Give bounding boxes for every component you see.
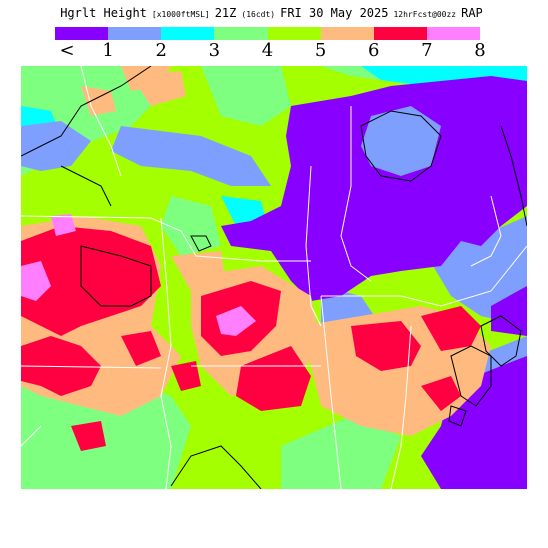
color-legend-bar <box>55 27 480 40</box>
legend-label-8: 8 <box>474 40 486 61</box>
legend-swatch-0 <box>55 27 109 40</box>
title-local-time: (16cdt) <box>241 10 276 19</box>
title-product: Hgrlt Height <box>60 6 147 20</box>
legend-label-2: 2 <box>155 40 167 61</box>
legend-label-6: 6 <box>368 40 380 61</box>
fill-lt1-regions <box>221 76 527 489</box>
legend-label-3: 3 <box>208 40 221 61</box>
fill-7-8-regions <box>21 214 256 336</box>
fill-1-2-lake-patch <box>361 106 441 176</box>
state-borders <box>21 66 527 489</box>
legend-swatch-7 <box>426 27 480 40</box>
legend-swatch-6 <box>373 27 427 40</box>
legend-label-4: 4 <box>261 40 274 61</box>
map-panel <box>21 66 527 489</box>
legend-label-0: < <box>59 40 75 61</box>
legend-swatch-2 <box>161 27 215 40</box>
legend-label-5: 5 <box>314 40 327 61</box>
title-valid-time: 21Z <box>214 6 237 20</box>
legend-swatch-5 <box>320 27 374 40</box>
color-legend-labels: <1 2 3 4 5 6 7 8 <box>0 40 548 62</box>
title-forecast: 12hrFcst@00zz <box>393 10 457 19</box>
legend-swatch-1 <box>108 27 162 40</box>
title-model: RAP <box>461 6 483 20</box>
legend-label-1: 1 <box>102 40 114 61</box>
map-svg <box>21 66 527 489</box>
legend-swatch-3 <box>214 27 268 40</box>
legend-swatch-4 <box>267 27 321 40</box>
legend-label-7: 7 <box>421 40 433 61</box>
chart-title: Hgrlt Height [x1000ftMSL] 21Z (16cdt) FRI 30… <box>0 6 548 20</box>
title-units: [x1000ftMSL] <box>151 10 210 19</box>
title-date: FRI 30 May 2025 <box>280 6 389 20</box>
terrain-contours <box>21 66 527 489</box>
header: Hgrlt Height [x1000ftMSL] 21Z (16cdt) FRI 30… <box>0 0 548 62</box>
